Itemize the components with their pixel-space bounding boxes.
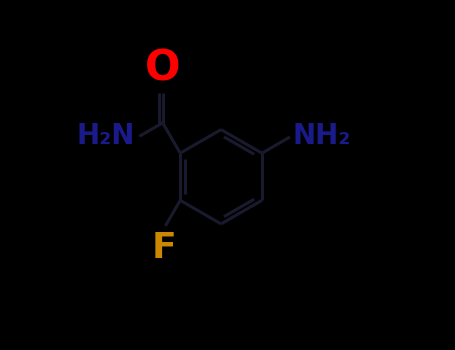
Text: NH₂: NH₂ — [293, 122, 351, 150]
Text: H₂N: H₂N — [77, 122, 135, 150]
Text: O: O — [145, 47, 181, 89]
Text: F: F — [152, 231, 177, 265]
